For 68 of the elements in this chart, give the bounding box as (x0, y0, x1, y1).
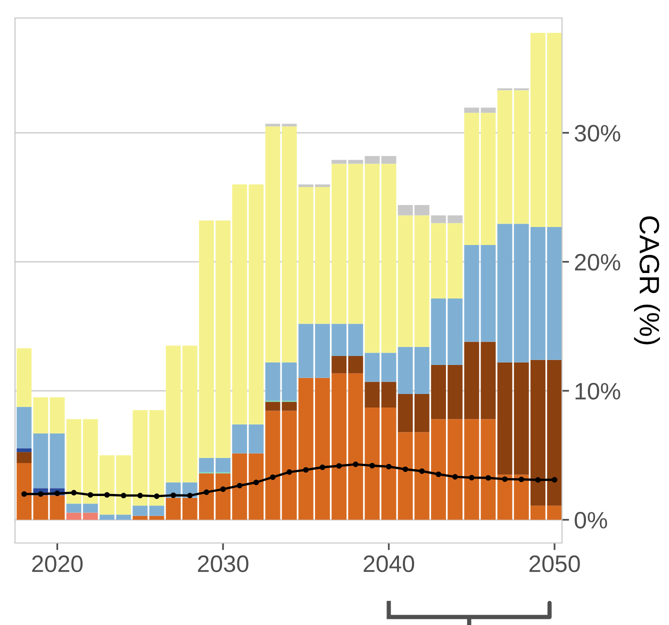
point (402, 466, 408, 472)
bar (149, 506, 164, 516)
bar (265, 126, 280, 362)
bar (16, 452, 32, 464)
point (253, 480, 259, 486)
point (270, 474, 276, 480)
point (452, 474, 458, 480)
y-tick-label: 30% (574, 124, 620, 142)
point (336, 463, 342, 469)
bar (282, 402, 297, 411)
bar (265, 410, 280, 520)
point (71, 490, 77, 496)
bar (149, 516, 164, 520)
x-tick-label: 2020 (32, 555, 83, 572)
point (170, 492, 176, 498)
bar (480, 342, 496, 420)
bar (381, 164, 396, 353)
bar (381, 352, 396, 382)
point (154, 493, 160, 499)
point (120, 492, 126, 498)
point (104, 492, 110, 498)
y-tick-label: 10% (576, 382, 620, 400)
bar (50, 495, 65, 520)
point (419, 468, 425, 474)
bar (381, 156, 396, 164)
point (485, 475, 492, 481)
point (137, 492, 143, 498)
y-tick-label: 0% (574, 512, 608, 529)
bar (282, 124, 297, 126)
x-tick-label: 2040 (364, 555, 414, 572)
bar (265, 362, 280, 400)
point (386, 464, 392, 470)
bar (480, 419, 496, 520)
bar (265, 402, 280, 411)
point (21, 491, 27, 497)
point (286, 469, 292, 475)
point (369, 462, 375, 468)
point (187, 492, 193, 498)
point (552, 477, 558, 483)
x-tick-label: 2030 (198, 555, 248, 572)
point (468, 474, 474, 480)
point (320, 464, 326, 470)
point (535, 477, 541, 483)
bar (480, 108, 496, 113)
bar (265, 124, 280, 126)
bar (464, 108, 480, 113)
point (220, 486, 226, 492)
point (303, 467, 309, 473)
x-tick-label: 2050 (529, 555, 580, 572)
bar (50, 397, 65, 434)
point (236, 482, 242, 488)
y-tick-label: 20% (574, 254, 620, 271)
bar (16, 448, 32, 452)
point (502, 476, 508, 482)
bar (480, 112, 496, 246)
point (352, 462, 358, 468)
point (436, 471, 442, 478)
bar (480, 245, 496, 342)
bar (381, 408, 396, 520)
y-axis-title: CAGR (%) (634, 216, 660, 344)
bar (50, 433, 65, 488)
point (518, 476, 524, 482)
bar (381, 382, 396, 408)
bar (149, 410, 164, 506)
bar (132, 516, 148, 520)
point (204, 489, 210, 495)
bar (364, 382, 380, 408)
point (88, 492, 94, 498)
